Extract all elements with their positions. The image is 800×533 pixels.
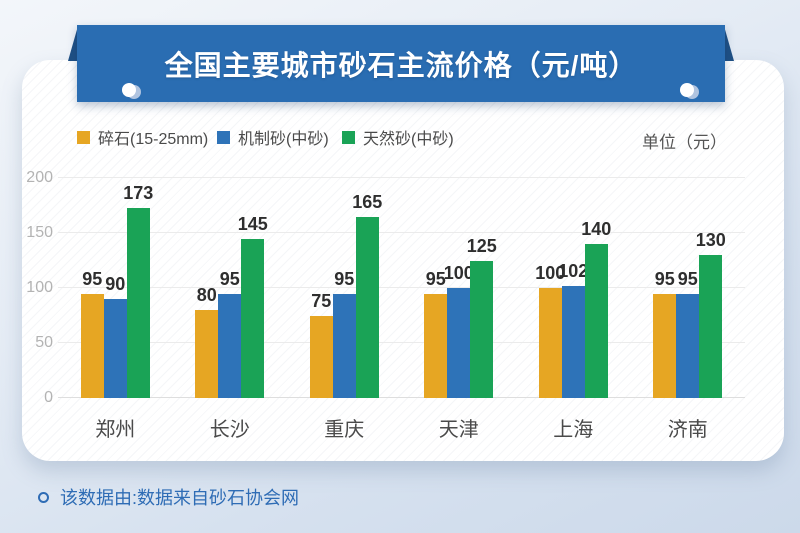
banner-dot-right-icon — [680, 83, 694, 97]
source-text: 该数据由:数据来自砂石协会网 — [60, 488, 299, 508]
bar-value-label: 80 — [196, 285, 217, 305]
bar-value-label: 95 — [654, 268, 675, 289]
x-axis: 郑州 长沙 重庆 天津 上海 济南 — [58, 413, 745, 442]
y-tick-label-100: 100 — [26, 279, 53, 296]
unit-label: 单位（元） — [642, 133, 727, 152]
bar-天然砂(中砂)-济南: 130 — [696, 230, 726, 398]
ribbon-fold-right-icon — [724, 26, 734, 61]
bar-value-label: 140 — [581, 219, 612, 239]
legend-swatch-natural-sand-icon — [342, 130, 355, 144]
legend-swatch-crushed-stone-icon — [77, 130, 90, 144]
bar-value-label: 130 — [695, 230, 726, 250]
x-axis-label-重庆: 重庆 — [324, 419, 365, 441]
bar-机制砂(中砂)-郑州: 90 — [103, 274, 127, 398]
x-axis-label-郑州: 郑州 — [95, 419, 136, 441]
bar-value-label: 165 — [352, 191, 383, 212]
y-tick-label-50: 50 — [35, 334, 53, 351]
bar-value-label: 95 — [82, 268, 103, 289]
gridline-150 — [58, 232, 745, 233]
bar-碎石(15-25mm)-天津: 95 — [424, 269, 448, 398]
legend-item-natural-sand: 天然砂(中砂) — [342, 126, 454, 148]
bar-天然砂(中砂)-上海: 140 — [581, 219, 611, 398]
bar-group-重庆: 75 95 165 — [287, 178, 402, 398]
bar-group-济南: 95 95 130 — [631, 178, 746, 398]
bar-group-天津: 95 100 125 — [402, 178, 517, 398]
legend-label-machine-sand: 机制砂(中砂) — [238, 131, 329, 148]
bar-机制砂(中砂)-重庆: 95 — [332, 269, 356, 398]
legend-label-crushed-stone: 碎石(15-25mm) — [98, 131, 209, 148]
bar-value-label: 100 — [443, 263, 474, 283]
bar-value-label: 75 — [311, 290, 332, 311]
bar-天然砂(中砂)-长沙: 145 — [238, 214, 268, 398]
bar-机制砂(中砂)-济南: 95 — [676, 269, 700, 398]
x-axis-label-天津: 天津 — [438, 419, 479, 441]
page-title: 全国主要城市砂石主流价格（元/吨） — [164, 49, 638, 81]
source-note: 该数据由:数据来自砂石协会网 — [38, 484, 299, 510]
legend-label-natural-sand: 天然砂(中砂) — [363, 131, 454, 148]
banner-dot-left-icon — [122, 83, 136, 97]
bar-group-上海: 100 102 140 — [516, 178, 631, 398]
bar-group-长沙: 80 95 145 — [173, 178, 288, 398]
gridline-50 — [58, 342, 745, 343]
bar-碎石(15-25mm)-上海: 100 — [535, 263, 565, 398]
bar-碎石(15-25mm)-重庆: 75 — [309, 291, 333, 398]
bar-value-label: 100 — [535, 263, 566, 283]
legend-swatch-machine-sand-icon — [217, 130, 230, 144]
ribbon-fold-left-icon — [68, 26, 78, 61]
bar-碎石(15-25mm)-济南: 95 — [653, 269, 677, 398]
y-tick-label-200: 200 — [26, 169, 53, 186]
y-tick-label-0: 0 — [44, 389, 53, 406]
bar-机制砂(中砂)-天津: 100 — [444, 263, 474, 398]
bar-碎石(15-25mm)-长沙: 80 — [195, 285, 219, 398]
y-tick-label-150: 150 — [26, 224, 53, 241]
bar-chart: 95 90 173 80 95 145 75 95 165 95 100 125 100 102 140 95… — [58, 178, 745, 398]
bar-机制砂(中砂)-长沙: 95 — [218, 269, 242, 398]
x-axis-label-上海: 上海 — [553, 419, 594, 441]
bar-value-label: 125 — [466, 235, 497, 256]
grid-layer — [58, 177, 745, 398]
title-banner: 全国主要城市砂石主流价格（元/吨） — [77, 25, 725, 102]
x-axis-label-济南: 济南 — [667, 419, 708, 441]
bar-碎石(15-25mm)-郑州: 95 — [80, 269, 104, 398]
bar-value-label: 95 — [219, 268, 240, 289]
bar-value-label: 95 — [677, 268, 698, 289]
bar-group-郑州: 95 90 173 — [58, 178, 173, 398]
legend-item-crushed-stone: 碎石(15-25mm) — [77, 126, 208, 148]
bar-value-label: 145 — [237, 213, 268, 234]
legend-item-machine-sand: 机制砂(中砂) — [217, 126, 329, 148]
bar-value-label: 90 — [105, 274, 126, 294]
bar-value-label: 102 — [558, 260, 589, 281]
gridline-0 — [58, 397, 745, 398]
y-axis: 0 50 100 150 200 — [18, 169, 53, 406]
bar-天然砂(中砂)-郑州: 173 — [123, 183, 153, 398]
bar-天然砂(中砂)-重庆: 165 — [352, 192, 382, 398]
bar-value-label: 95 — [425, 268, 446, 289]
source-bullet-icon — [38, 491, 49, 503]
bar-value-label: 173 — [123, 182, 154, 203]
x-axis-label-长沙: 长沙 — [209, 419, 250, 441]
bar-机制砂(中砂)-上海: 102 — [558, 261, 588, 398]
bar-天然砂(中砂)-天津: 125 — [467, 236, 497, 398]
gridline-100 — [58, 287, 745, 288]
gridline-200 — [58, 177, 745, 178]
bar-value-label: 95 — [334, 268, 355, 289]
